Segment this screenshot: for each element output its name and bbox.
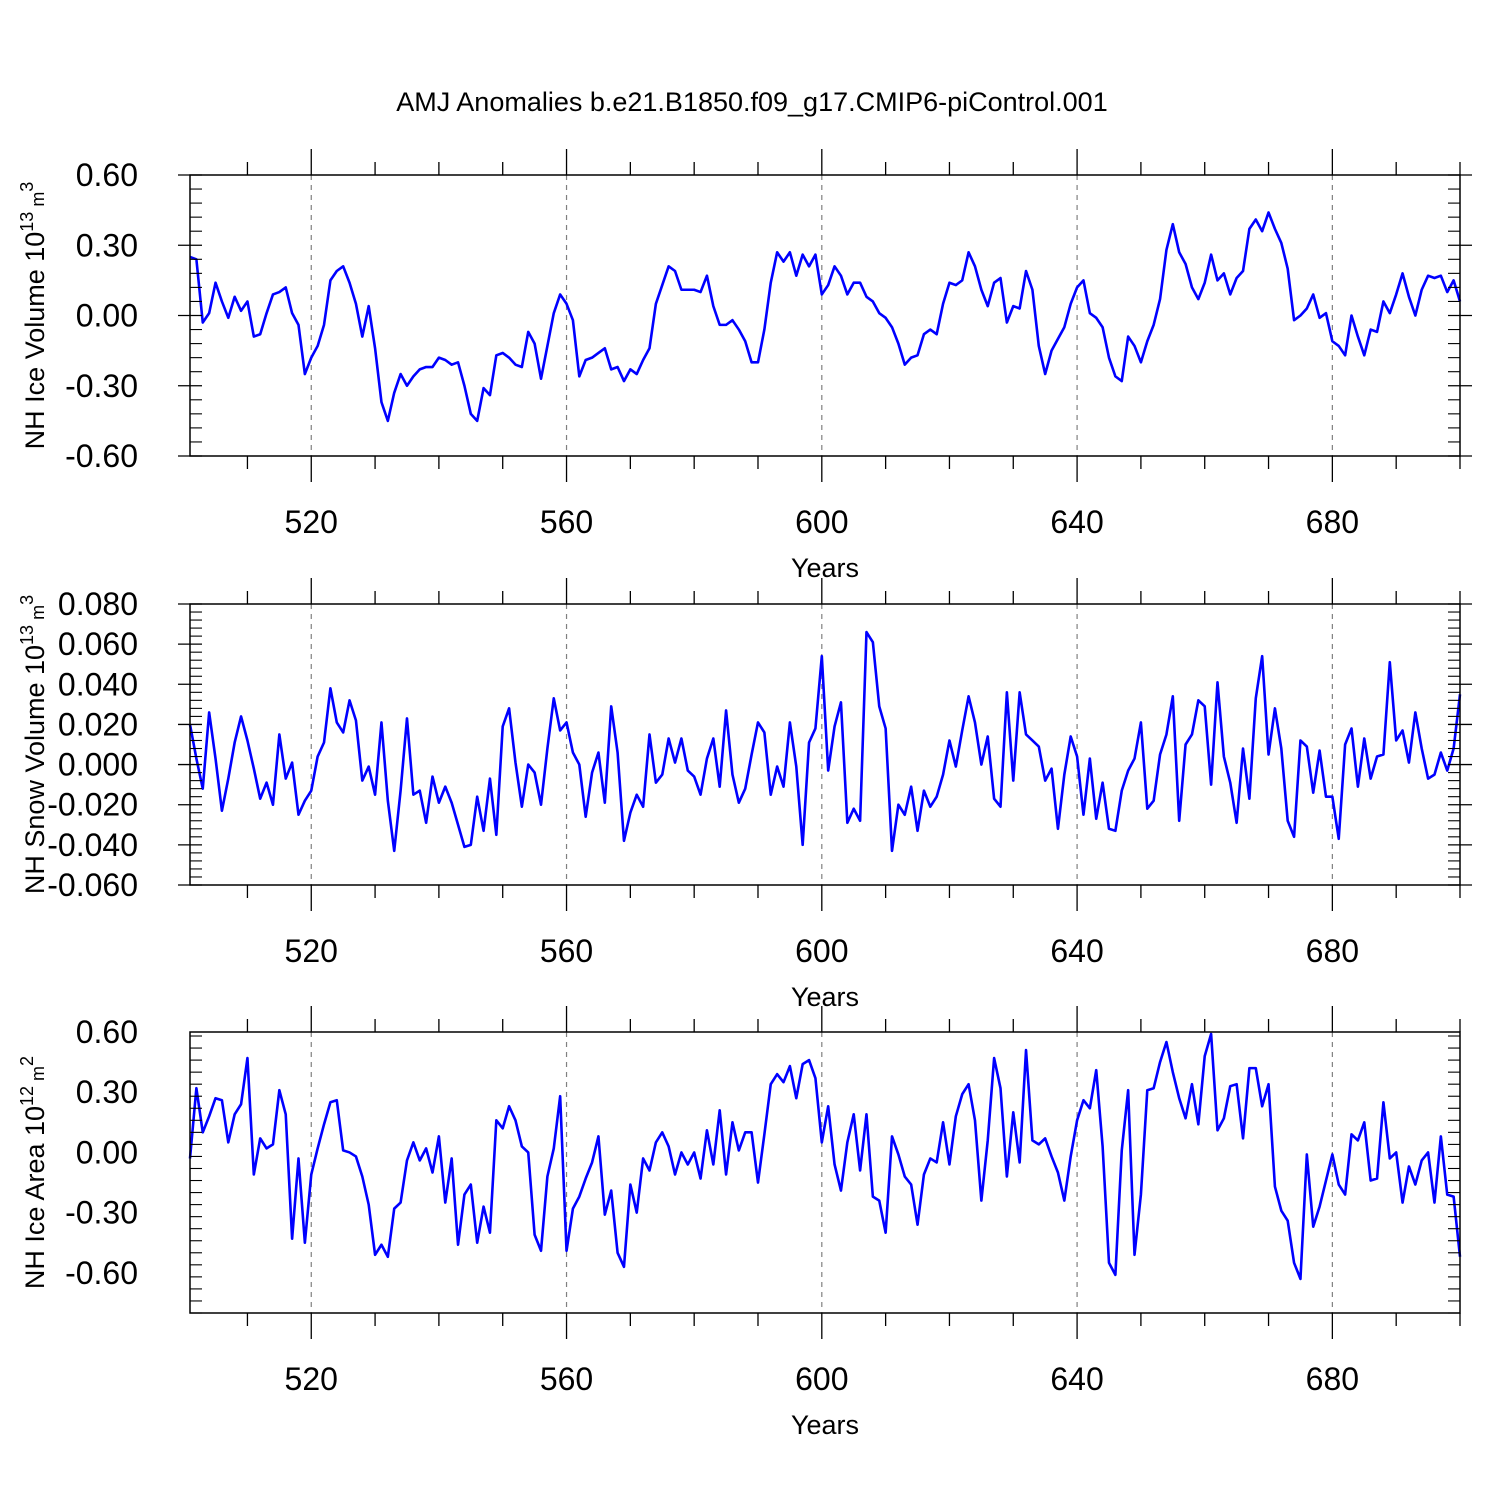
y-tick-label: 0.30	[76, 1074, 138, 1110]
series-line-3	[188, 1032, 1462, 1281]
series-line-1	[189, 211, 1462, 423]
y-label-exponent: 13	[17, 625, 37, 645]
y-label-unit-exponent: 3	[17, 595, 37, 605]
y-tick-label: -0.040	[47, 827, 138, 863]
y-tick-label: -0.060	[47, 867, 138, 903]
x-tick-label: 640	[1050, 504, 1103, 540]
y-tick-label: 0.00	[76, 298, 138, 334]
y-tick-label: 0.30	[76, 227, 138, 263]
plot-frame	[189, 603, 1461, 886]
chart-panel-1: 520 560 600 640 680 -0.60 -0.30 0.00 0.30 0.60 Yea…	[17, 149, 1472, 583]
y-axis-label: NH Ice Volume 1013 m3	[17, 182, 50, 450]
plot-frame	[189, 1031, 1461, 1314]
y-tick-label: -0.60	[65, 1255, 138, 1291]
y-axis-label: NH Snow Volume 1013 m3	[17, 595, 50, 894]
y-label-unit-exponent: 3	[17, 182, 37, 192]
y-label-exponent: 12	[17, 1086, 37, 1106]
x-tick-label: 600	[795, 1361, 848, 1397]
x-tick-label: 520	[285, 1361, 338, 1397]
y-tick-label: 0.00	[76, 1134, 138, 1170]
y-tick-label: 0.000	[58, 747, 138, 783]
x-tick-label: 680	[1306, 1361, 1359, 1397]
x-tick-label: 640	[1050, 1361, 1103, 1397]
x-tick-label: 600	[795, 504, 848, 540]
x-tick-label: 560	[540, 504, 593, 540]
x-tick-label: 520	[285, 504, 338, 540]
y-label-exponent: 13	[17, 212, 37, 232]
panels: 520 560 600 640 680 -0.60 -0.30 0.00 0.30 0.60 Yea…	[17, 149, 1472, 1440]
y-tick-label: 0.060	[58, 626, 138, 662]
chart-panel-3: 520 560 600 640 680 -0.60 -0.30 0.00 0.30 0.60 Yea…	[17, 1006, 1462, 1440]
x-tick-label: 560	[540, 1361, 593, 1397]
y-tick-label: 0.080	[58, 586, 138, 622]
y-label-unit: m	[28, 605, 48, 625]
x-axis-label: Years	[791, 553, 859, 583]
y-label-text: NH Ice Area 10	[20, 1106, 50, 1289]
y-label-unit-exponent: 2	[17, 1056, 37, 1066]
y-tick-label: -0.30	[65, 1195, 138, 1231]
y-label-unit: m	[28, 192, 48, 212]
y-tick-label: -0.30	[65, 368, 138, 404]
y-label-text: NH Snow Volume 10	[20, 645, 50, 894]
y-tick-label: 0.020	[58, 706, 138, 742]
y-tick-label: 0.040	[58, 666, 138, 702]
x-tick-label: 560	[540, 933, 593, 969]
y-axis-label: NH Ice Area 1012 m2	[17, 1056, 50, 1289]
figure-title: AMJ Anomalies b.e21.B1850.f09_g17.CMIP6-…	[396, 87, 1107, 117]
x-tick-label: 680	[1306, 504, 1359, 540]
x-tick-label: 640	[1050, 933, 1103, 969]
x-axis-label: Years	[791, 982, 859, 1012]
x-tick-label: 680	[1306, 933, 1359, 969]
chart-panel-2: 520 560 600 640 680 -0.060 -0.040 -0.020 0.000 0.…	[17, 578, 1472, 1012]
y-tick-label: -0.60	[65, 438, 138, 474]
y-tick-label: 0.60	[76, 157, 138, 193]
series-line-2	[188, 630, 1462, 853]
x-axis-label: Years	[791, 1410, 859, 1440]
x-tick-label: 600	[795, 933, 848, 969]
y-tick-label: -0.020	[47, 787, 138, 823]
x-tick-label: 520	[285, 933, 338, 969]
y-label-text: NH Ice Volume 10	[20, 232, 50, 450]
y-label-unit: m	[28, 1066, 48, 1086]
y-tick-label: 0.60	[76, 1014, 138, 1050]
